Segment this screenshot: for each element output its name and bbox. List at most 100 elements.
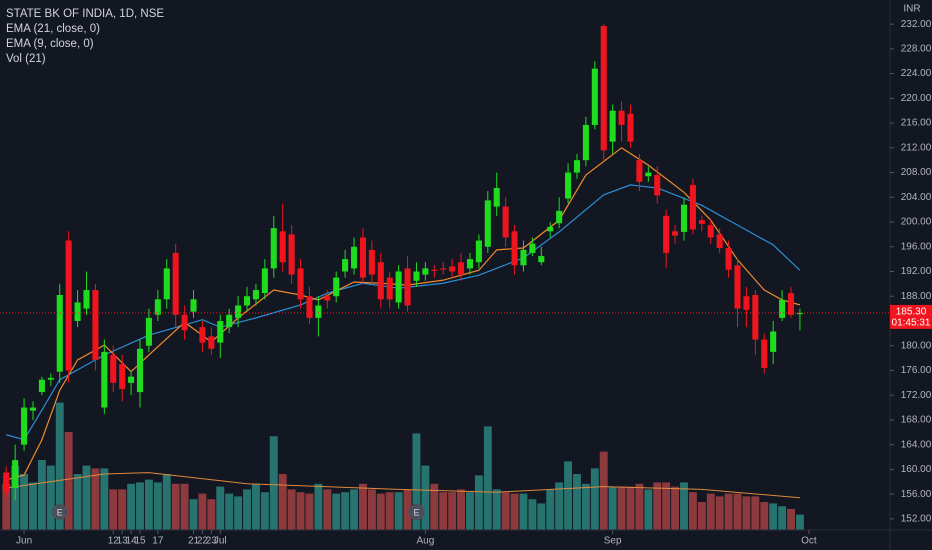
volume-bar	[376, 493, 385, 530]
x-tick-label: 23	[206, 536, 218, 547]
x-tick-label: 17	[152, 536, 164, 547]
y-tick-label: 224.00	[901, 68, 932, 79]
volume-bar	[29, 482, 37, 530]
candle-body	[21, 407, 28, 445]
y-tick-label: 156.00	[901, 489, 932, 500]
volume-bar	[287, 489, 296, 530]
volume-bar	[153, 482, 162, 530]
volume-bar	[501, 492, 510, 530]
volume-bar	[198, 493, 207, 530]
volume-bar	[243, 489, 251, 530]
y-tick-label: 192.00	[901, 266, 932, 277]
volume-bar	[136, 482, 144, 530]
volume-bar	[537, 503, 546, 530]
chart-title: STATE BK OF INDIA, 1D, NSE	[6, 8, 164, 20]
volume-bar	[662, 482, 671, 530]
volume-bar	[795, 514, 804, 530]
volume-bar	[430, 483, 439, 530]
x-tick-label: Sep	[604, 536, 622, 547]
volume-bar	[341, 492, 350, 530]
volume-bar	[314, 483, 323, 530]
volume-bar	[260, 492, 269, 530]
candle-body	[217, 320, 224, 343]
candle-body	[306, 296, 313, 318]
volume-bar	[697, 502, 706, 530]
candle-body	[279, 231, 286, 263]
candle-body	[538, 256, 545, 263]
candle-body	[154, 299, 161, 315]
volume-bar	[483, 426, 492, 530]
y-tick-label: 232.00	[901, 19, 932, 30]
candle-body	[511, 231, 518, 266]
legend-item: EMA (21, close, 0)	[6, 23, 100, 35]
x-tick-label: 15	[134, 536, 146, 547]
last-price-box	[890, 304, 932, 329]
candle-body	[707, 225, 714, 238]
event-label: E	[57, 507, 63, 517]
volume-bar	[448, 492, 457, 530]
volume-bar	[519, 493, 528, 530]
y-tick-label: 188.00	[901, 291, 932, 302]
candle-body	[431, 269, 438, 271]
x-tick-label: Jul	[214, 536, 227, 547]
candle-body	[74, 302, 81, 321]
candle-body	[208, 336, 215, 349]
y-tick-label: 212.00	[901, 142, 932, 153]
legend-item: EMA (9, close, 0)	[6, 38, 94, 50]
volume-bar	[412, 433, 421, 530]
candle-body	[680, 204, 688, 232]
candle-body	[672, 231, 679, 236]
y-tick-label: 180.00	[901, 340, 932, 351]
y-tick-label: 204.00	[901, 192, 932, 203]
volume-bar	[760, 502, 769, 530]
candle-body	[520, 249, 527, 266]
volume-bar	[617, 486, 626, 530]
candle-body	[172, 252, 179, 315]
candle-body	[636, 160, 643, 182]
candle-body	[386, 277, 393, 300]
volume-bar	[20, 474, 29, 530]
candle-body	[342, 259, 349, 272]
x-tick-label: 12	[108, 536, 120, 547]
volume-bar	[769, 503, 778, 530]
y-tick-label: 228.00	[901, 43, 932, 54]
candle-body	[770, 331, 777, 352]
currency: INR	[903, 4, 920, 15]
candle-body	[600, 25, 607, 151]
candle-body	[779, 299, 786, 318]
volume-bar	[510, 493, 519, 530]
volume-bar	[269, 436, 278, 530]
candle-body	[413, 271, 420, 281]
volume-bar	[733, 493, 742, 530]
volume-bar	[590, 468, 599, 530]
volume-bar	[91, 468, 100, 530]
volume-bar	[144, 479, 153, 530]
candle-body	[761, 339, 768, 368]
candle-body	[65, 240, 72, 371]
candle-body	[654, 175, 661, 196]
candle-body	[573, 160, 581, 173]
volume-bar	[305, 493, 314, 530]
candle-body	[422, 268, 429, 275]
volume-bar	[46, 465, 55, 530]
candle-body	[199, 327, 206, 343]
volume-bar	[787, 509, 795, 530]
candle-body	[92, 290, 99, 360]
event-marker	[408, 504, 425, 520]
volume-bar	[439, 492, 448, 530]
y-tick-label: 164.00	[901, 439, 932, 450]
volume-ma-line	[6, 472, 800, 499]
candle-body	[119, 364, 126, 389]
candle-body	[163, 268, 170, 300]
volume-bar	[474, 475, 483, 530]
candle-body	[181, 314, 188, 331]
volume-bar	[296, 492, 305, 530]
volume-bar	[724, 493, 733, 530]
volume-bar	[109, 489, 118, 530]
candle-body	[288, 234, 295, 275]
volume-bar	[216, 486, 225, 530]
y-tick-label: 176.00	[901, 365, 932, 376]
volume-bar	[171, 483, 180, 530]
